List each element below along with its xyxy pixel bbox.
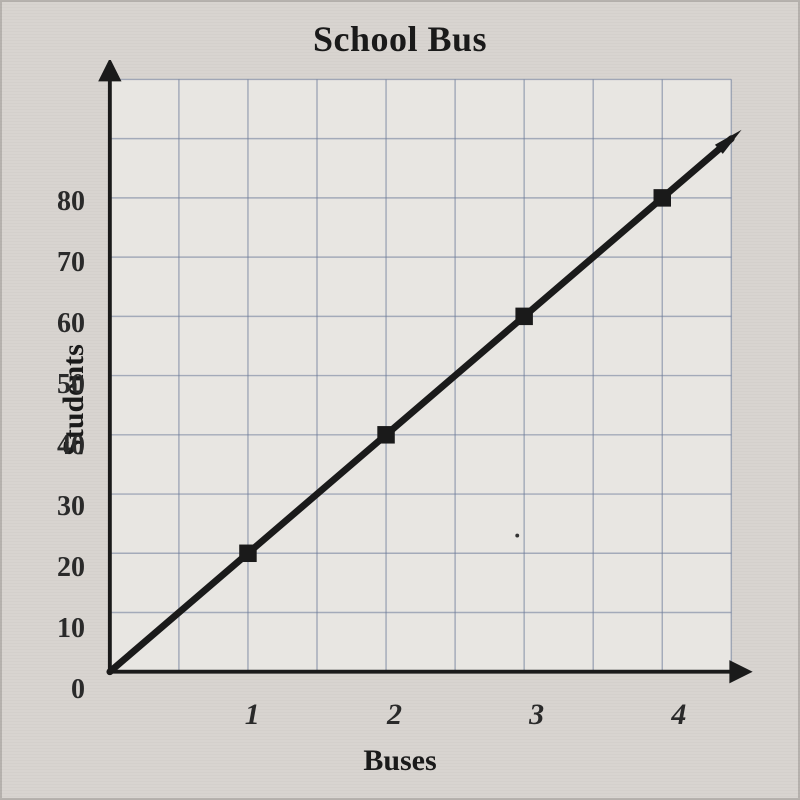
y-tick-label: 80 [35, 186, 85, 218]
x-tick-label: 2 [374, 698, 414, 732]
y-tick-label: 40 [35, 430, 85, 462]
x-tick-label: 4 [659, 698, 699, 732]
y-tick-label: 10 [35, 613, 85, 645]
y-tick-label: 60 [35, 308, 85, 340]
x-tick-label: 1 [232, 698, 272, 732]
chart-plot [90, 60, 790, 730]
y-tick-label: 70 [35, 247, 85, 279]
y-tick-label: 30 [35, 491, 85, 523]
y-tick-label: 50 [35, 369, 85, 401]
chart-title: School Bus [0, 18, 800, 60]
x-axis-label: Buses [0, 744, 800, 778]
y-tick-label: 0 [35, 674, 85, 706]
y-tick-label: 20 [35, 552, 85, 584]
x-tick-label: 3 [517, 698, 557, 732]
